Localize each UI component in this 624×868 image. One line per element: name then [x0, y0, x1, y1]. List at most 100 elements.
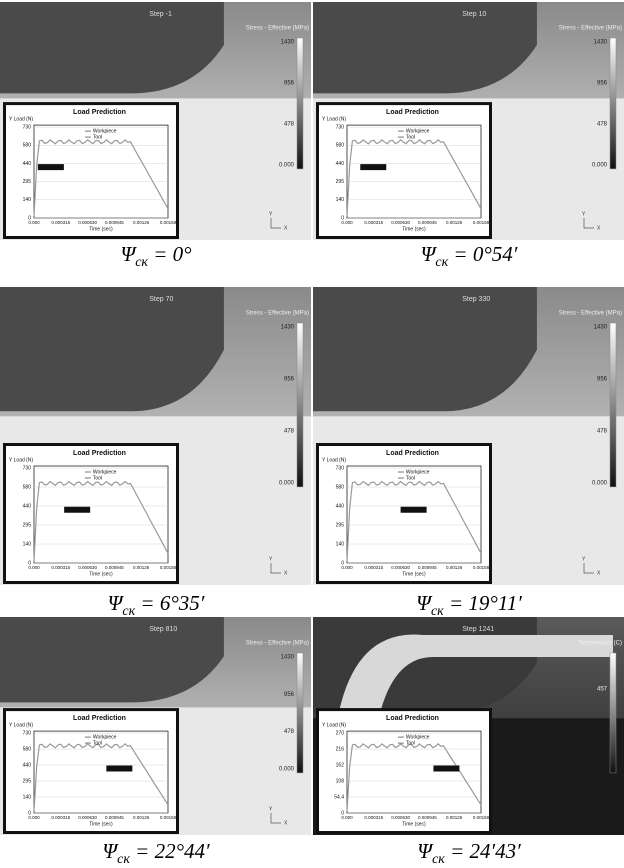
color-scale	[297, 38, 303, 169]
progress-marker	[360, 164, 386, 170]
inset-title: Load Prediction	[73, 109, 126, 116]
x-tick-label: 0.000315	[51, 815, 70, 820]
y-tick-label: 295	[336, 179, 345, 185]
legend-title: Temperature (C)	[578, 641, 622, 647]
progress-marker	[401, 507, 427, 513]
y-tick-label: 730	[336, 124, 345, 130]
x-axis-label: Time (sec)	[402, 821, 426, 827]
y-tick-label: 140	[336, 541, 345, 547]
legend-label: Tool	[406, 740, 415, 746]
x-tick-label: 0.00126	[133, 220, 150, 225]
x-tick-label: 0.000945	[105, 815, 124, 820]
legend-label: Tool	[406, 475, 415, 481]
y-tick-label: 140	[23, 197, 32, 203]
caption-symbol: Ψ	[120, 242, 135, 266]
progress-marker	[433, 765, 459, 771]
y-tick-label: 580	[336, 484, 345, 490]
legend-label: Tool	[406, 134, 415, 140]
legend-title: Stress - Effective (MPa)	[559, 311, 622, 317]
color-scale	[297, 323, 303, 487]
caption: Ψск = 24′43′	[313, 839, 624, 868]
y-tick-label: 295	[336, 522, 345, 528]
x-tick-label: 0.000945	[105, 220, 124, 225]
scale-label: 478	[284, 729, 295, 735]
color-scale	[610, 38, 616, 169]
y-axis-label: Y Load (N)	[322, 457, 346, 463]
legend-title: Stress - Effective (MPa)	[559, 26, 622, 32]
caption-value: = 19°11′	[449, 591, 522, 615]
x-tick-label: 0.00126	[133, 565, 150, 570]
x-tick-label: 0.000315	[51, 565, 70, 570]
caption-symbol: Ψ	[416, 591, 431, 615]
x-tick-label: 0.000945	[105, 565, 124, 570]
y-tick-label: 140	[23, 541, 32, 547]
y-tick-label: 54.4	[334, 794, 344, 800]
caption: Ψск = 19°11′	[313, 591, 624, 620]
x-tick-label: 0.000	[341, 815, 353, 820]
figure: Step -1Stress - Effective (MPa)143095647…	[0, 0, 624, 865]
scale-label: 0.000	[279, 162, 295, 168]
x-tick-label: 0.00158	[473, 220, 490, 225]
x-tick-label: 0.000945	[418, 815, 437, 820]
step-label: Step 70	[149, 296, 173, 303]
caption-symbol: Ψ	[421, 242, 436, 266]
y-axis-label: Y Load (N)	[9, 116, 33, 122]
scale-label: 478	[597, 429, 608, 435]
x-tick-label: 0.000	[341, 565, 353, 570]
caption-subscript: ск	[135, 255, 148, 270]
step-label: Step 1241	[462, 626, 494, 633]
progress-marker	[64, 507, 90, 513]
y-tick-label: 580	[23, 746, 32, 752]
y-tick-label: 730	[23, 124, 32, 130]
legend-label: Tool	[93, 740, 102, 746]
caption-value: = 24′43′	[450, 839, 521, 863]
step-label: Step 810	[149, 626, 177, 633]
scale-label: 1430	[281, 40, 295, 46]
scale-label: 478	[284, 122, 295, 128]
x-tick-label: 0.000	[28, 220, 40, 225]
legend-title: Stress - Effective (MPa)	[246, 311, 309, 317]
y-tick-label: 580	[23, 143, 32, 149]
caption: Ψск = 22°44′	[0, 839, 312, 868]
x-tick-label: 0.00158	[160, 220, 177, 225]
scale-label: 0.000	[279, 766, 295, 772]
x-tick-label: 0.000630	[78, 565, 97, 570]
y-tick-label: 730	[23, 465, 32, 471]
color-scale	[610, 323, 616, 487]
scale-label: 0.000	[279, 480, 295, 486]
scale-label: 956	[597, 81, 608, 87]
y-tick-label: 730	[336, 465, 345, 471]
x-tick-label: 0.00158	[473, 815, 490, 820]
y-tick-label: 440	[23, 762, 32, 768]
x-tick-label: 0.000630	[391, 565, 410, 570]
step-label: Step 330	[462, 296, 490, 303]
y-tick-label: 140	[336, 197, 345, 203]
caption: Ψск = 0°54′	[313, 242, 624, 271]
legend-title: Stress - Effective (MPa)	[246, 26, 309, 32]
x-tick-label: 0.00158	[160, 565, 177, 570]
scale-label: 956	[597, 377, 608, 383]
inset-title: Load Prediction	[386, 450, 439, 457]
color-scale	[297, 653, 303, 773]
y-tick-label: 440	[23, 503, 32, 509]
caption: Ψск = 0°	[0, 242, 312, 271]
caption-value: = 0°54′	[453, 242, 517, 266]
y-tick-label: 580	[336, 143, 345, 149]
x-tick-label: 0.000315	[364, 815, 383, 820]
x-axis-label: Time (sec)	[89, 571, 113, 577]
x-tick-label: 0.000	[28, 815, 40, 820]
x-tick-label: 0.000945	[418, 220, 437, 225]
y-tick-label: 295	[23, 522, 32, 528]
y-tick-label: 440	[336, 503, 345, 509]
x-tick-label: 0.000630	[391, 220, 410, 225]
scale-label: 956	[284, 692, 295, 698]
scale-label: 956	[284, 377, 295, 383]
y-tick-label: 140	[23, 794, 32, 800]
scale-label: 1430	[594, 40, 608, 46]
legend-label: Tool	[93, 134, 102, 140]
inset-title: Load Prediction	[386, 109, 439, 116]
